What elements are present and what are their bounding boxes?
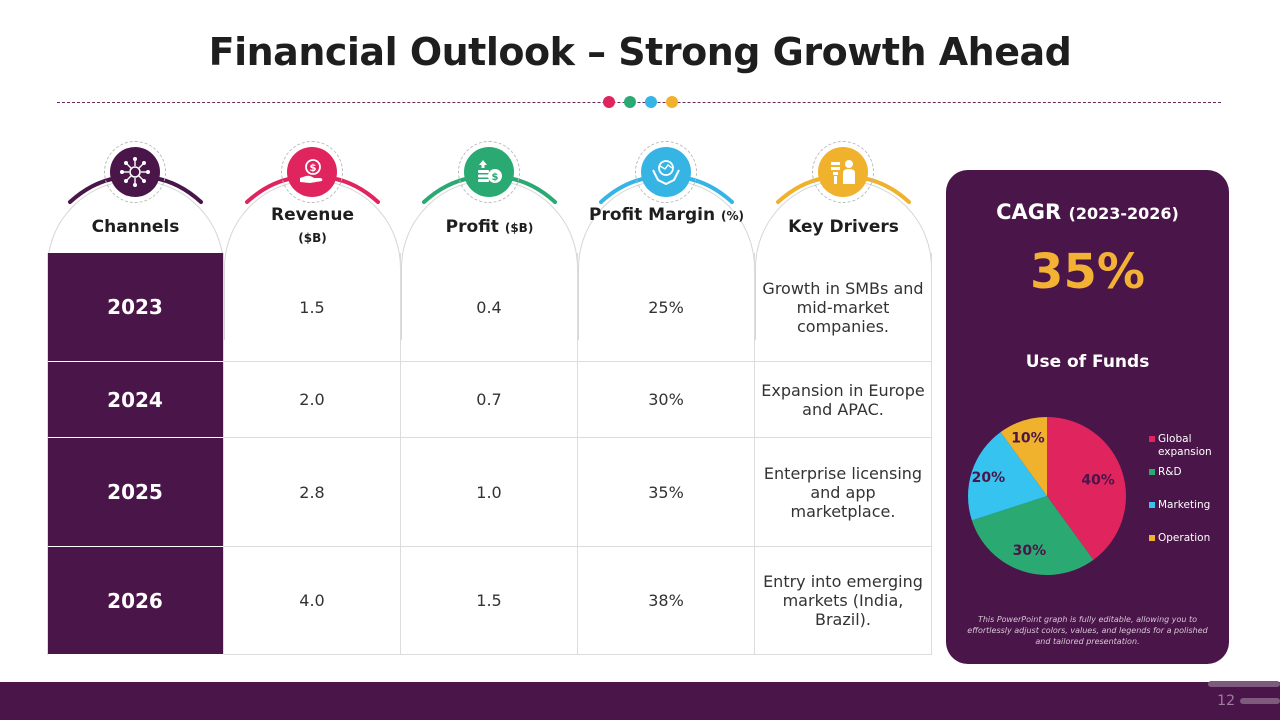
cell-driver: Enterprise licensing and app marketplace… bbox=[755, 438, 932, 547]
legend-swatch bbox=[1149, 535, 1155, 541]
divider-dot bbox=[666, 96, 678, 108]
cell-margin: 25% bbox=[578, 253, 755, 362]
page-number: 12 bbox=[1217, 693, 1235, 709]
divider-dot bbox=[624, 96, 636, 108]
people-board-icon bbox=[812, 141, 874, 203]
divider-dot bbox=[603, 96, 615, 108]
money-hand-icon: $ bbox=[281, 141, 343, 203]
cagr-panel: CAGR (2023-2026) 35% Use of Funds 40% 30%… bbox=[946, 170, 1229, 664]
divider-dot bbox=[645, 96, 657, 108]
cell-driver: Growth in SMBs and mid-market companies. bbox=[755, 253, 932, 362]
legend-item: Marketing bbox=[1149, 499, 1227, 512]
pie-slice bbox=[1000, 417, 1047, 496]
chart-title: Use of Funds bbox=[1025, 352, 1150, 372]
cell-margin: 35% bbox=[578, 438, 755, 547]
legend-label: Operation bbox=[1158, 532, 1211, 544]
cell-profit: 0.7 bbox=[401, 362, 578, 438]
header-label: Profit ($B) bbox=[445, 217, 534, 237]
network-icon bbox=[104, 141, 166, 203]
cell-revenue: 2.8 bbox=[224, 438, 401, 547]
footer-bar bbox=[0, 682, 1280, 720]
coins-dollar-icon: $ bbox=[458, 141, 520, 203]
footer-accent bbox=[1240, 698, 1280, 704]
pie-slice bbox=[968, 432, 1047, 521]
pie-label: 10% bbox=[1011, 430, 1045, 446]
legend-swatch bbox=[1149, 502, 1155, 508]
header-label: Channels bbox=[91, 217, 180, 237]
slide-title: Financial Outlook – Strong Growth Ahead bbox=[208, 30, 1072, 74]
row-year: 2026 bbox=[47, 547, 224, 655]
cell-profit: 1.0 bbox=[401, 438, 578, 547]
legend-label: Global expansion bbox=[1158, 433, 1212, 458]
title-divider bbox=[57, 102, 1221, 103]
cell-driver: Expansion in Europe and APAC. bbox=[755, 362, 932, 438]
use-of-funds-pie: 40% 30% 20% 10% bbox=[968, 417, 1126, 575]
editable-note: This PowerPoint graph is fully editable,… bbox=[967, 615, 1208, 646]
legend-item: Operation bbox=[1149, 532, 1227, 545]
svg-text:$: $ bbox=[310, 163, 317, 174]
cell-profit: 0.4 bbox=[401, 253, 578, 362]
footer-accent bbox=[1208, 681, 1280, 687]
legend-label: R&D bbox=[1158, 466, 1182, 478]
row-year: 2024 bbox=[47, 362, 224, 438]
globe-hands-icon bbox=[635, 141, 697, 203]
cagr-title: CAGR (2023-2026) bbox=[996, 200, 1179, 224]
pie-slice bbox=[1047, 417, 1126, 560]
row-year: 2023 bbox=[47, 253, 224, 362]
cell-driver: Entry into emerging markets (India, Braz… bbox=[755, 547, 932, 655]
cell-margin: 38% bbox=[578, 547, 755, 655]
pie-label: 20% bbox=[972, 470, 1006, 486]
cell-profit: 1.5 bbox=[401, 547, 578, 655]
header-label: Profit Margin (%) bbox=[589, 205, 744, 225]
legend-swatch bbox=[1149, 436, 1155, 442]
pie-slice bbox=[971, 496, 1094, 575]
header-label: Revenue ($B) bbox=[271, 205, 354, 245]
legend-item: Global expansion bbox=[1149, 433, 1227, 459]
svg-text:$: $ bbox=[492, 172, 499, 183]
header-label: Key Drivers bbox=[788, 217, 899, 237]
cell-revenue: 4.0 bbox=[224, 547, 401, 655]
cell-margin: 30% bbox=[578, 362, 755, 438]
legend-label: Marketing bbox=[1158, 499, 1211, 511]
pie-label: 30% bbox=[1013, 543, 1047, 559]
legend-swatch bbox=[1149, 469, 1155, 475]
cagr-value: 35% bbox=[1030, 244, 1145, 300]
table-border bbox=[47, 253, 48, 655]
pie-label: 40% bbox=[1081, 472, 1115, 488]
cell-revenue: 1.5 bbox=[224, 253, 401, 362]
legend-item: R&D bbox=[1149, 466, 1227, 479]
divider-dots bbox=[603, 96, 678, 108]
row-year: 2025 bbox=[47, 438, 224, 547]
cell-revenue: 2.0 bbox=[224, 362, 401, 438]
